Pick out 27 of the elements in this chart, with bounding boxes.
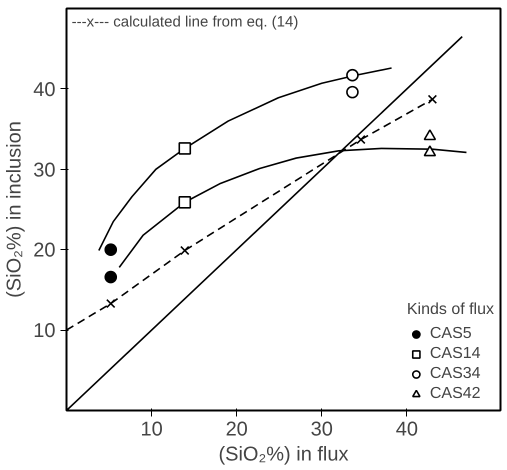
legend-title: Kinds of flux (406, 301, 494, 319)
x-axis-title: (SiO₂%) in flux (218, 444, 349, 466)
legend-label: CAS42 (430, 385, 481, 403)
x-tick-label: 40 (396, 418, 418, 440)
y-tick-label: 20 (33, 240, 56, 262)
point (178, 196, 192, 209)
y-tick-label: 10 (33, 320, 56, 342)
legend-label: CAS14 (430, 345, 481, 363)
y-tick-label: 40 (33, 78, 56, 101)
line-series (98, 67, 392, 252)
legend-label: CAS5 (430, 325, 472, 343)
point (346, 86, 359, 98)
point (104, 270, 118, 284)
point (428, 94, 438, 104)
x-tick-label: 10 (140, 418, 163, 440)
point (356, 134, 366, 144)
point (346, 68, 359, 82)
point (106, 298, 116, 308)
point (104, 243, 118, 256)
y-tick-label: 30 (33, 159, 56, 182)
annotation: ---x--- calculated line from eq. (14) (72, 13, 298, 30)
point (180, 246, 190, 256)
y-axis-title: (SiO₂%) in inclusion (3, 121, 26, 298)
x-tick-label: 30 (310, 418, 333, 440)
legend-label: CAS34 (430, 365, 481, 383)
point (178, 142, 192, 155)
x-tick-label: 20 (226, 418, 248, 440)
